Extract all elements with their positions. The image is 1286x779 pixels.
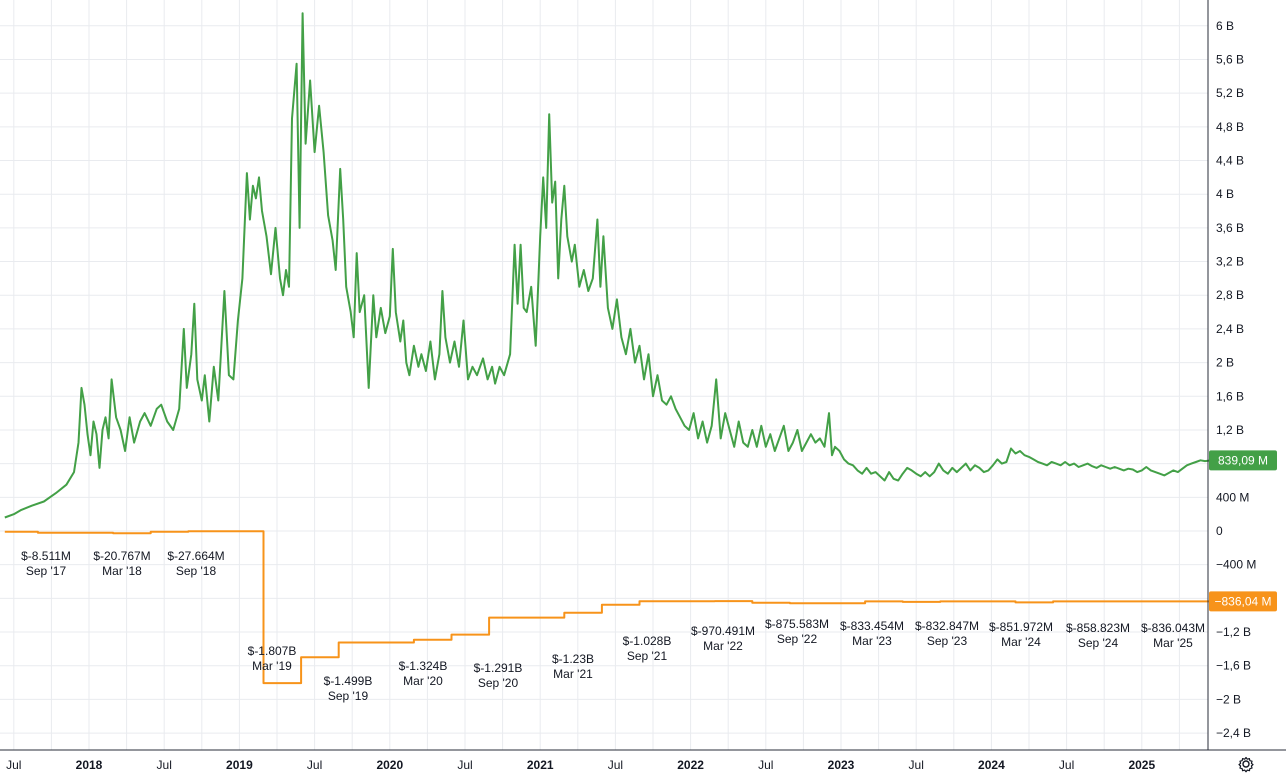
annotation-date: Sep '24 [1078, 636, 1119, 650]
y-tick-label: −400 M [1216, 558, 1256, 572]
x-tick-label: 2022 [677, 758, 704, 772]
annotation-value: $-836.043M [1141, 621, 1205, 635]
y-tick-label: 400 M [1216, 490, 1249, 504]
net_income-line [4, 530, 1211, 685]
annotation-value: $-851.972M [989, 620, 1053, 634]
x-tick-label: Jul [6, 758, 21, 772]
annotation-value: $-20.767M [93, 549, 150, 563]
annotation-date: Sep '22 [777, 632, 818, 646]
y-tick-label: 1,2 B [1216, 423, 1244, 437]
y-tick-label: 3,2 B [1216, 255, 1244, 269]
y-tick-label: 0 [1216, 524, 1223, 538]
market_cap-last-value-label: 839,09 M [1218, 453, 1268, 467]
x-tick-label: Jul [909, 758, 924, 772]
y-tick-label: 2 B [1216, 356, 1234, 370]
x-tick-label: Jul [457, 758, 472, 772]
x-tick-label: 2023 [828, 758, 855, 772]
series-layer [4, 12, 1212, 685]
annotation-value: $-1.324B [399, 659, 448, 673]
y-tick-label: 6 B [1216, 19, 1234, 33]
annotation-value: $-27.664M [167, 549, 224, 563]
y-tick-label: −2,4 B [1216, 726, 1251, 740]
y-tick-label: 4 B [1216, 187, 1234, 201]
annotation-date: Mar '18 [102, 564, 142, 578]
annotation-value: $-970.491M [691, 624, 755, 638]
annotation-value: $-875.583M [765, 617, 829, 631]
annotation-value: $-1.291B [474, 661, 523, 675]
annotation-value: $-1.028B [623, 634, 672, 648]
annotation-date: Mar '24 [1001, 635, 1041, 649]
annotation-date: Sep '21 [627, 649, 668, 663]
x-tick-label: 2024 [978, 758, 1005, 772]
annotation-date: Sep '23 [927, 634, 968, 648]
x-tick-label: Jul [758, 758, 773, 772]
annotation-value: $-1.499B [324, 674, 373, 688]
x-tick-label: 2021 [527, 758, 554, 772]
y-tick-label: 1,6 B [1216, 389, 1244, 403]
x-tick-label: Jul [1059, 758, 1074, 772]
y-tick-label: −2 B [1216, 692, 1241, 706]
annotation-date: Mar '20 [403, 674, 443, 688]
y-tick-label: 4,4 B [1216, 154, 1244, 168]
annotation-date: Sep '18 [176, 564, 217, 578]
annotation-date: Mar '19 [252, 659, 292, 673]
x-tick-label: Jul [307, 758, 322, 772]
market_cap-last-value-badge [1209, 450, 1277, 471]
x-tick-label: 2020 [376, 758, 403, 772]
gear-icon [1238, 756, 1254, 773]
annotation-date: Sep '20 [478, 676, 519, 690]
y-tick-label: 5,2 B [1216, 86, 1244, 100]
market_cap-line [4, 12, 1212, 519]
x-tick-label: 2019 [226, 758, 253, 772]
y-tick-label: −1,2 B [1216, 625, 1251, 639]
x-tick-label: 2025 [1128, 758, 1155, 772]
y-tick-label: 5,6 B [1216, 52, 1244, 66]
y-tick-label: 2,8 B [1216, 288, 1244, 302]
annotation-date: Mar '22 [703, 639, 743, 653]
annotation-date: Mar '23 [852, 634, 892, 648]
annotation-date: Sep '17 [26, 564, 67, 578]
annotation-value: $-1.807B [248, 644, 297, 658]
y-tick-label: 3,6 B [1216, 221, 1244, 235]
y-axis: 6 B 5,6 B 5,2 B 4,8 B 4,4 B 4 B 3,6 B 3,2 B 2,8 … [1207, 0, 1256, 750]
last-value-badges: 839,09 M −836,04 M [1209, 450, 1277, 612]
y-tick-label: 4,8 B [1216, 120, 1244, 134]
annotation-date: Mar '21 [553, 667, 593, 681]
y-tick-label: 2,4 B [1216, 322, 1244, 336]
annotation-date: Sep '19 [328, 689, 369, 703]
x-tick-label: 2018 [76, 758, 103, 772]
y-tick-label: −1,6 B [1216, 659, 1251, 673]
settings-gear-icon[interactable] [1236, 754, 1256, 774]
annotation-value: $-858.823M [1066, 621, 1130, 635]
x-tick-label: Jul [608, 758, 623, 772]
x-axis: Jul 2018 Jul 2019 Jul 2020 Jul 2021 Jul 2022 Jul 20… [0, 749, 1286, 772]
annotation-value: $-833.454M [840, 619, 904, 633]
annotation-date: Mar '25 [1153, 636, 1193, 650]
net_income-last-value-badge [1209, 591, 1277, 612]
x-tick-label: Jul [157, 758, 172, 772]
net_income-last-value-label: −836,04 M [1214, 594, 1271, 608]
annotation-value: $-832.847M [915, 619, 979, 633]
annotation-value: $-1.23B [552, 652, 594, 666]
annotation-value: $-8.511M [21, 549, 71, 563]
